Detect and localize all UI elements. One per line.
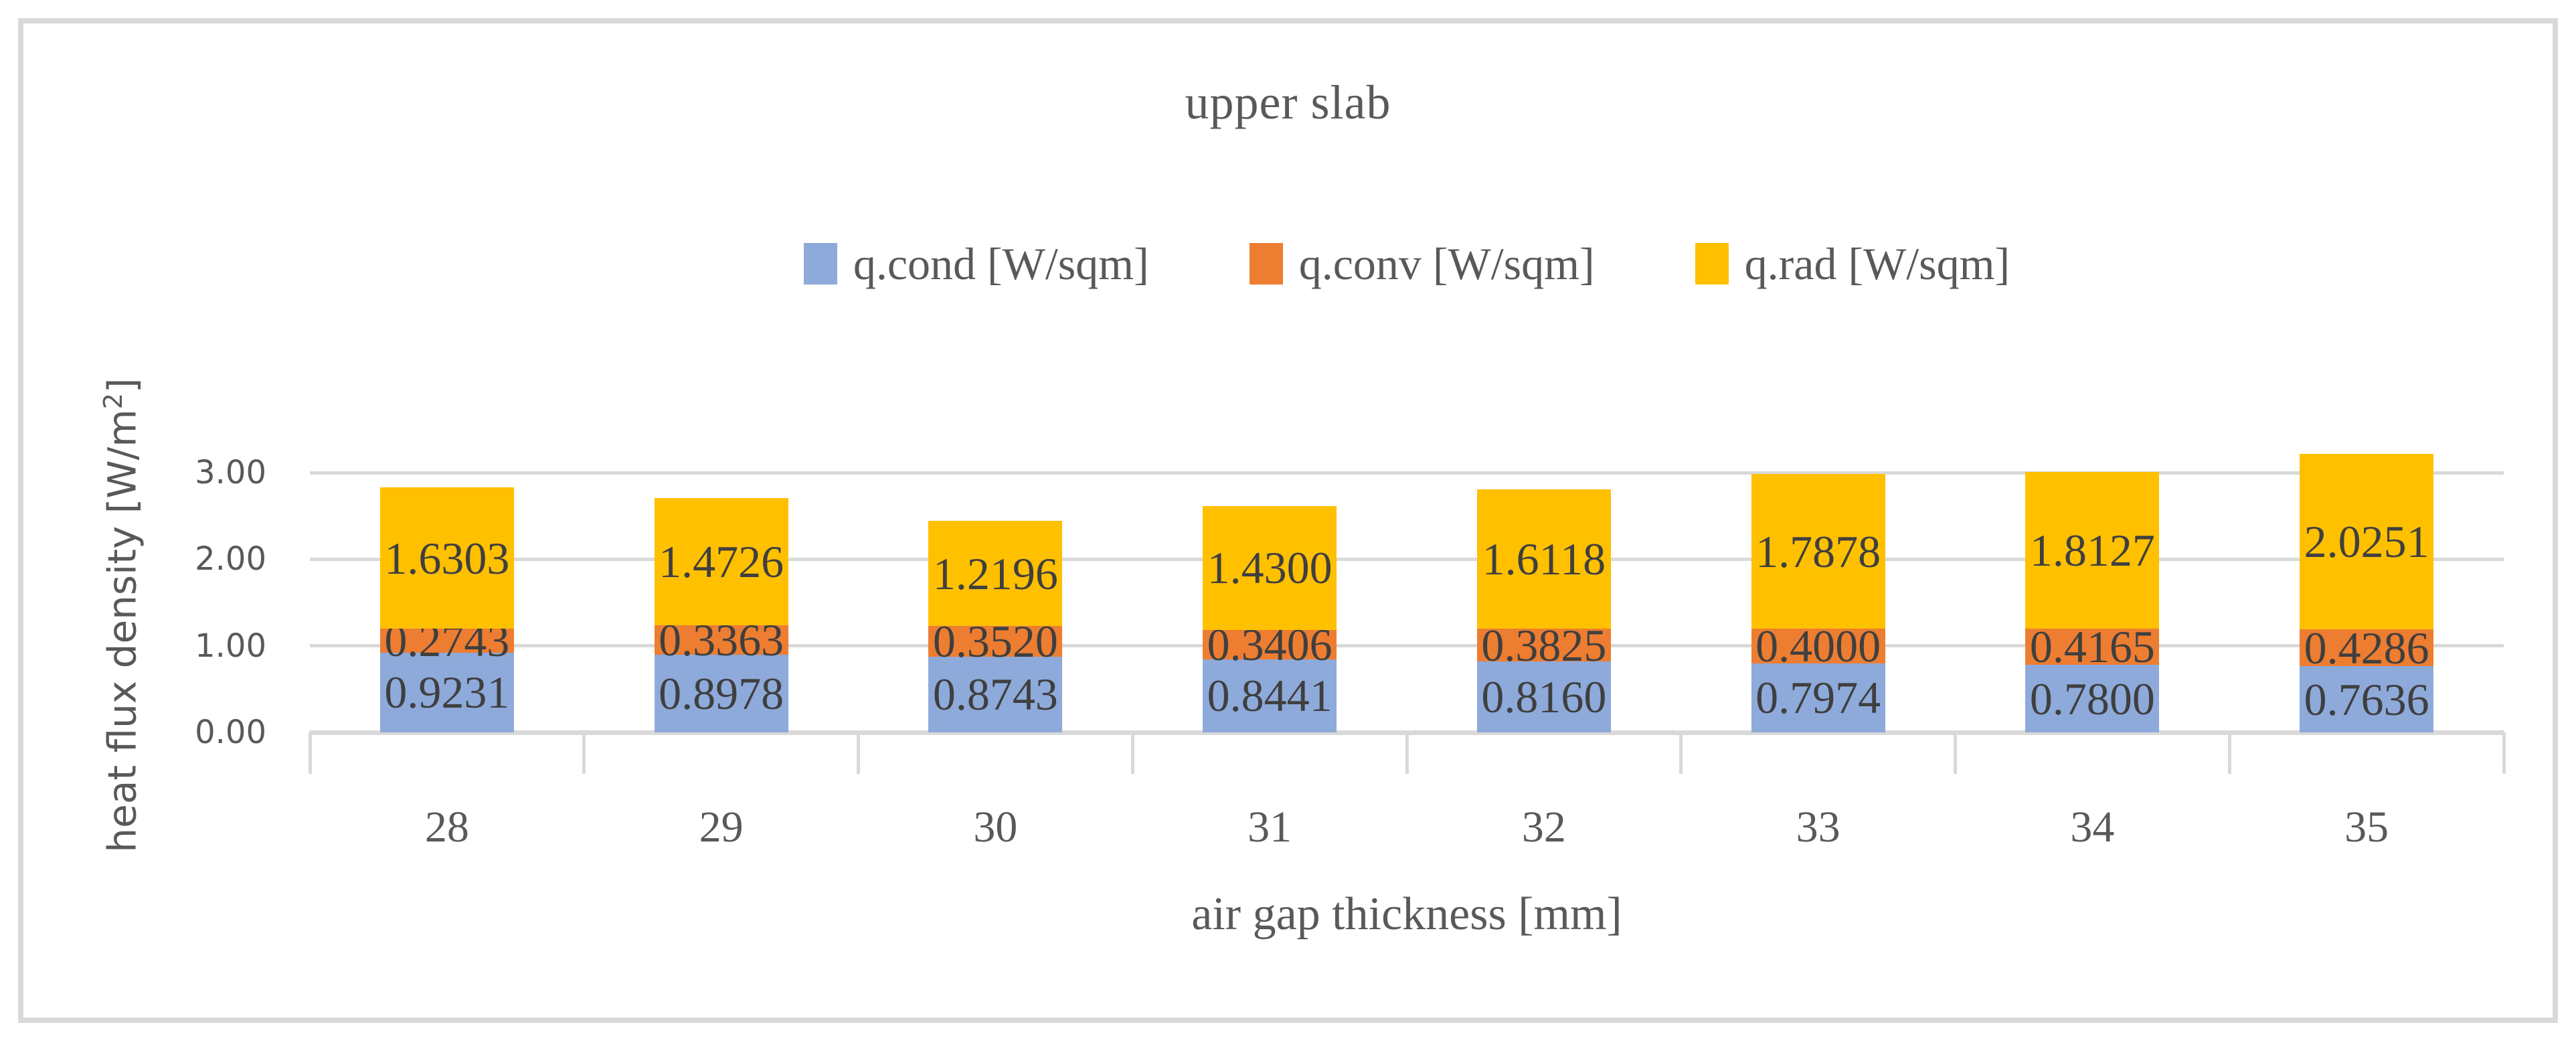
bar-segment-q.cond	[1203, 659, 1337, 732]
legend-label: q.conv [W/sqm]	[1298, 238, 1595, 289]
x-category-label: 35	[2344, 803, 2389, 852]
bar-segment-q.cond	[379, 652, 514, 732]
chart-title: upper slab	[1185, 76, 1391, 129]
data-label: 1.8127	[2029, 525, 2155, 576]
bar-segment-q.cond	[1476, 661, 1611, 732]
bar-segment-q.rad	[379, 487, 514, 629]
y-tick-label: 0.00	[195, 714, 266, 751]
x-category-label: 28	[424, 803, 469, 852]
data-label: 0.7800	[2029, 673, 2155, 724]
gridline	[310, 644, 2504, 648]
data-label: 0.8441	[1207, 670, 1333, 722]
data-label: 0.4000	[1755, 621, 1881, 671]
x-axis-tick	[1130, 732, 1134, 774]
bar-segment-q.rad	[2300, 453, 2434, 629]
data-label: 2.0251	[2304, 515, 2429, 567]
y-axis-title: heat flux density [W/m2]	[98, 331, 145, 900]
data-label: 1.2196	[932, 548, 1058, 599]
x-axis-tick	[1954, 732, 1957, 774]
bar-segment-q.cond	[928, 656, 1063, 732]
x-category-label: 32	[1521, 803, 1566, 852]
x-axis-title: air gap thickness [mm]	[1191, 888, 1622, 940]
data-label: 0.4286	[2304, 622, 2429, 673]
bar-segment-q.rad	[1751, 473, 1885, 629]
data-label: 0.8978	[659, 667, 784, 719]
data-label: 0.7636	[2304, 673, 2429, 725]
bar-segment-q.conv	[654, 625, 788, 655]
bar-segment-q.rad	[1203, 505, 1337, 630]
gridline	[310, 557, 2504, 561]
data-label: 0.3520	[932, 616, 1058, 667]
y-axis-title-superscript: 2	[98, 393, 128, 410]
legend: q.cond [W/sqm] q.conv [W/sqm] q.rad [W/sqm…	[310, 230, 2504, 297]
x-category-label: 34	[2070, 803, 2115, 852]
bar-segment-q.rad	[1476, 489, 1611, 629]
bar-segment-q.conv	[2300, 629, 2434, 667]
bar-segment-q.rad	[654, 497, 788, 626]
data-label: 0.8743	[932, 669, 1058, 720]
x-axis-tick	[857, 732, 860, 774]
bar-segment-q.conv	[2025, 629, 2160, 665]
x-axis-tick	[1405, 732, 1409, 774]
x-category-label: 33	[1796, 803, 1840, 852]
data-label: 0.4165	[2029, 621, 2155, 673]
bar-segment-q.cond	[1751, 663, 1885, 732]
bar-segment-q.rad	[928, 520, 1063, 627]
legend-swatch-icon	[1249, 243, 1283, 285]
bar-segment-q.conv	[1751, 629, 1885, 663]
data-label: 0.8160	[1481, 671, 1607, 723]
bar-segment-q.cond	[2025, 665, 2160, 732]
y-tick-label: 2.00	[195, 540, 266, 578]
y-axis-title-bracket: ]	[99, 378, 145, 394]
legend-item: q.conv [W/sqm]	[1249, 238, 1595, 291]
gridline	[310, 471, 2504, 475]
x-axis-tick	[1679, 732, 1683, 774]
data-label: 0.3825	[1481, 619, 1607, 671]
x-axis-tick	[2227, 732, 2231, 774]
x-axis-tick	[582, 732, 586, 774]
bar-segment-q.cond	[654, 654, 788, 732]
x-category-label: 31	[1248, 803, 1292, 852]
legend-label: q.rad [W/sqm]	[1744, 238, 2010, 289]
data-label: 1.7878	[1755, 526, 1881, 577]
x-category-label: 30	[973, 803, 1018, 852]
data-label: 0.7974	[1755, 672, 1881, 724]
bar-segment-q.conv	[1203, 629, 1337, 659]
bar-segment-q.conv	[1476, 628, 1611, 662]
x-axis-tick	[2502, 732, 2506, 774]
legend-item: q.cond [W/sqm]	[803, 238, 1149, 291]
y-tick-label: 3.00	[195, 454, 266, 491]
bar-segment-q.rad	[2025, 471, 2160, 629]
x-axis-tick	[308, 732, 312, 774]
legend-item: q.rad [W/sqm]	[1695, 238, 2010, 291]
data-label: 0.9231	[384, 667, 510, 718]
legend-label: q.cond [W/sqm]	[853, 238, 1149, 289]
data-label: 1.6303	[384, 532, 510, 584]
bar-segment-q.cond	[2300, 666, 2434, 732]
legend-swatch-icon	[803, 243, 837, 285]
data-label: 1.4300	[1207, 542, 1333, 594]
legend-swatch-icon	[1695, 243, 1729, 285]
bar-segment-q.conv	[379, 629, 514, 653]
bar-segment-q.conv	[928, 626, 1063, 657]
data-label: 1.4726	[659, 536, 784, 588]
data-label: 1.6118	[1482, 533, 1606, 584]
x-category-label: 29	[699, 803, 744, 852]
y-tick-label: 1.00	[195, 627, 266, 665]
